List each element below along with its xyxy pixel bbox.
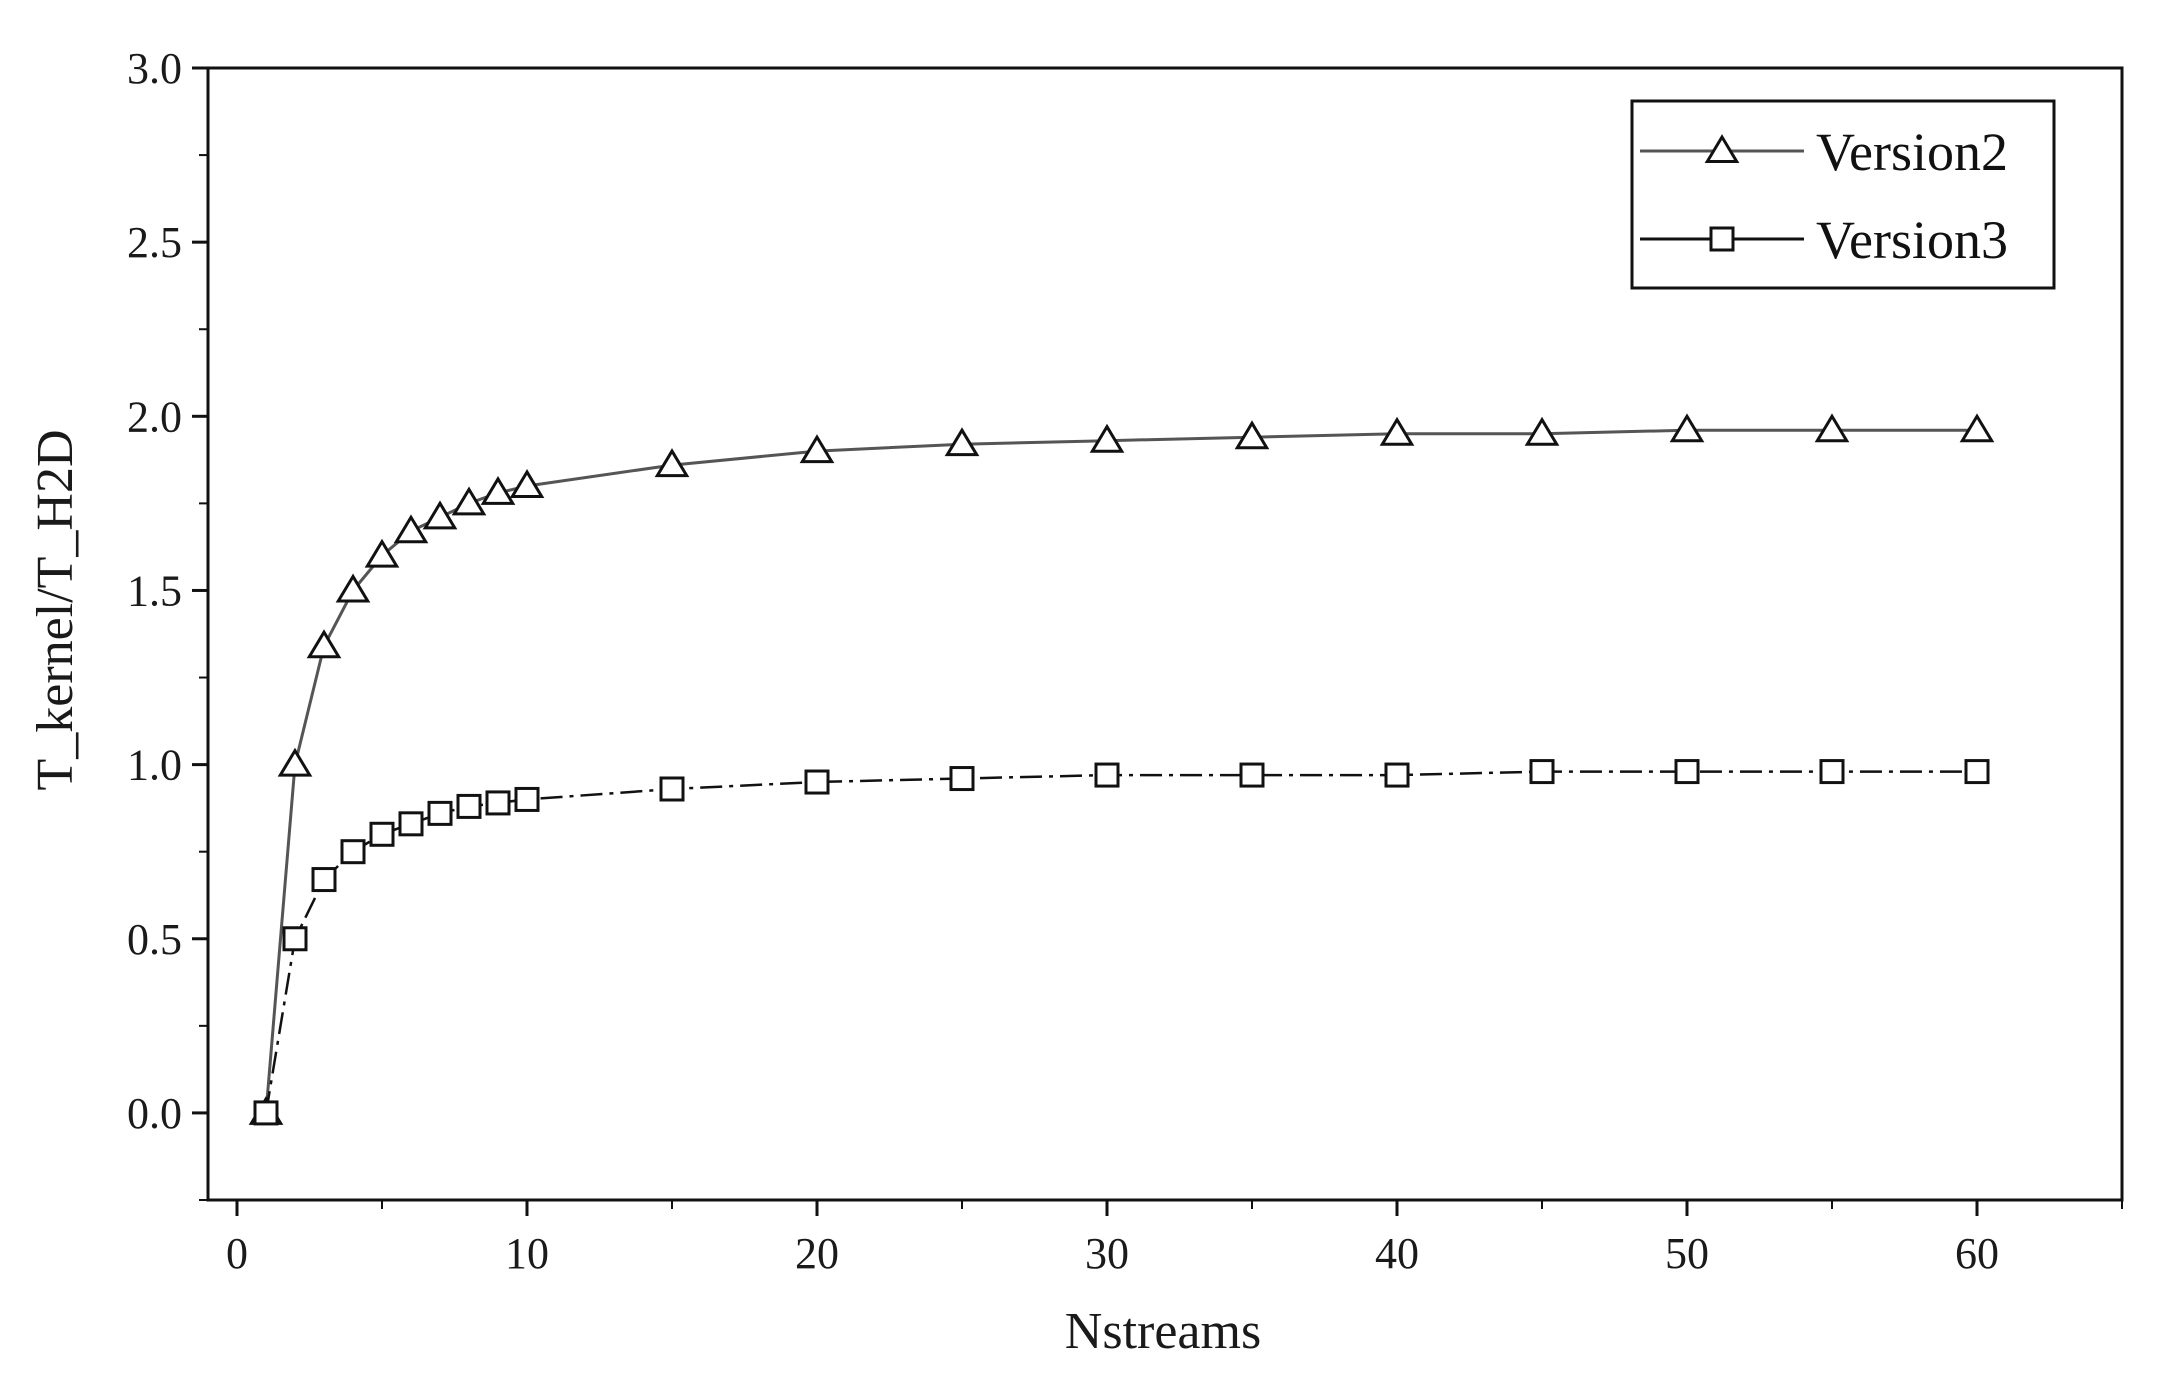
data-point bbox=[509, 469, 545, 498]
data-point bbox=[1524, 416, 1560, 446]
y-axis-title: T_kernel/T_H2D bbox=[27, 429, 84, 790]
x-tick-label: 40 bbox=[1375, 1229, 1419, 1278]
data-point bbox=[659, 776, 685, 802]
data-point bbox=[1384, 762, 1410, 788]
data-point bbox=[1819, 759, 1845, 785]
data-point bbox=[1814, 413, 1850, 443]
series-version3 bbox=[253, 759, 1990, 1126]
data-point bbox=[253, 1100, 279, 1126]
data-point bbox=[340, 839, 366, 865]
legend-label: Version2 bbox=[1816, 122, 2008, 182]
data-point bbox=[480, 476, 516, 505]
y-tick-label: 0.0 bbox=[127, 1089, 182, 1138]
data-point bbox=[1234, 420, 1270, 450]
y-tick-label: 1.0 bbox=[127, 741, 182, 790]
legend: Version2 Version3 bbox=[1630, 99, 2056, 290]
series-version2 bbox=[248, 413, 1995, 1125]
data-point bbox=[393, 514, 429, 544]
data-point bbox=[1674, 759, 1700, 785]
data-point bbox=[1959, 413, 1995, 443]
x-tick-label: 50 bbox=[1665, 1229, 1709, 1278]
x-tick-label: 60 bbox=[1955, 1229, 1999, 1278]
data-point bbox=[1529, 759, 1555, 785]
data-point bbox=[364, 538, 400, 568]
y-tick-label: 3.0 bbox=[127, 44, 182, 93]
data-point bbox=[277, 747, 313, 777]
x-tick-label: 10 bbox=[505, 1229, 549, 1278]
legend-marker bbox=[1704, 134, 1740, 163]
data-point bbox=[804, 769, 830, 795]
plot-frame bbox=[206, 66, 2124, 1202]
data-point bbox=[456, 793, 482, 819]
data-point bbox=[514, 786, 540, 812]
x-tick-label: 20 bbox=[795, 1229, 839, 1278]
data-point bbox=[398, 811, 424, 837]
data-point bbox=[1964, 759, 1990, 785]
y-tick-label: 2.0 bbox=[127, 392, 182, 441]
data-point bbox=[306, 629, 342, 659]
data-point bbox=[369, 821, 395, 847]
legend-label: Version3 bbox=[1816, 210, 2008, 270]
y-tick-label: 0.5 bbox=[127, 915, 182, 964]
data-point bbox=[335, 573, 371, 603]
x-tick-label: 0 bbox=[226, 1229, 248, 1278]
legend-box bbox=[1630, 99, 2056, 290]
axes-layer: 0 10 20 30 40 50 60 0.0 0.5 1.0 1.5 2.0 2.5 3.0 bbox=[127, 44, 2124, 1278]
data-point bbox=[799, 434, 835, 464]
data-point bbox=[311, 867, 337, 893]
x-tick-label: 30 bbox=[1085, 1229, 1129, 1278]
data-point bbox=[1239, 762, 1265, 788]
data-point bbox=[451, 486, 487, 516]
data-point bbox=[485, 790, 511, 816]
series-line bbox=[264, 770, 1977, 1114]
data-point bbox=[1089, 423, 1125, 453]
x-axis-title: Nstreams bbox=[1065, 1303, 1261, 1360]
y-tick-label: 1.5 bbox=[127, 566, 182, 615]
data-point bbox=[944, 427, 980, 457]
data-point bbox=[1669, 413, 1705, 443]
data-point bbox=[427, 800, 453, 826]
data-point bbox=[1094, 762, 1120, 788]
data-point bbox=[282, 926, 308, 952]
data-point bbox=[654, 448, 690, 478]
series-layer bbox=[248, 413, 1995, 1126]
legend-marker bbox=[1709, 226, 1735, 252]
data-point bbox=[422, 500, 458, 530]
y-tick-label: 2.5 bbox=[127, 218, 182, 267]
data-point bbox=[949, 766, 975, 792]
data-point bbox=[1379, 416, 1415, 446]
